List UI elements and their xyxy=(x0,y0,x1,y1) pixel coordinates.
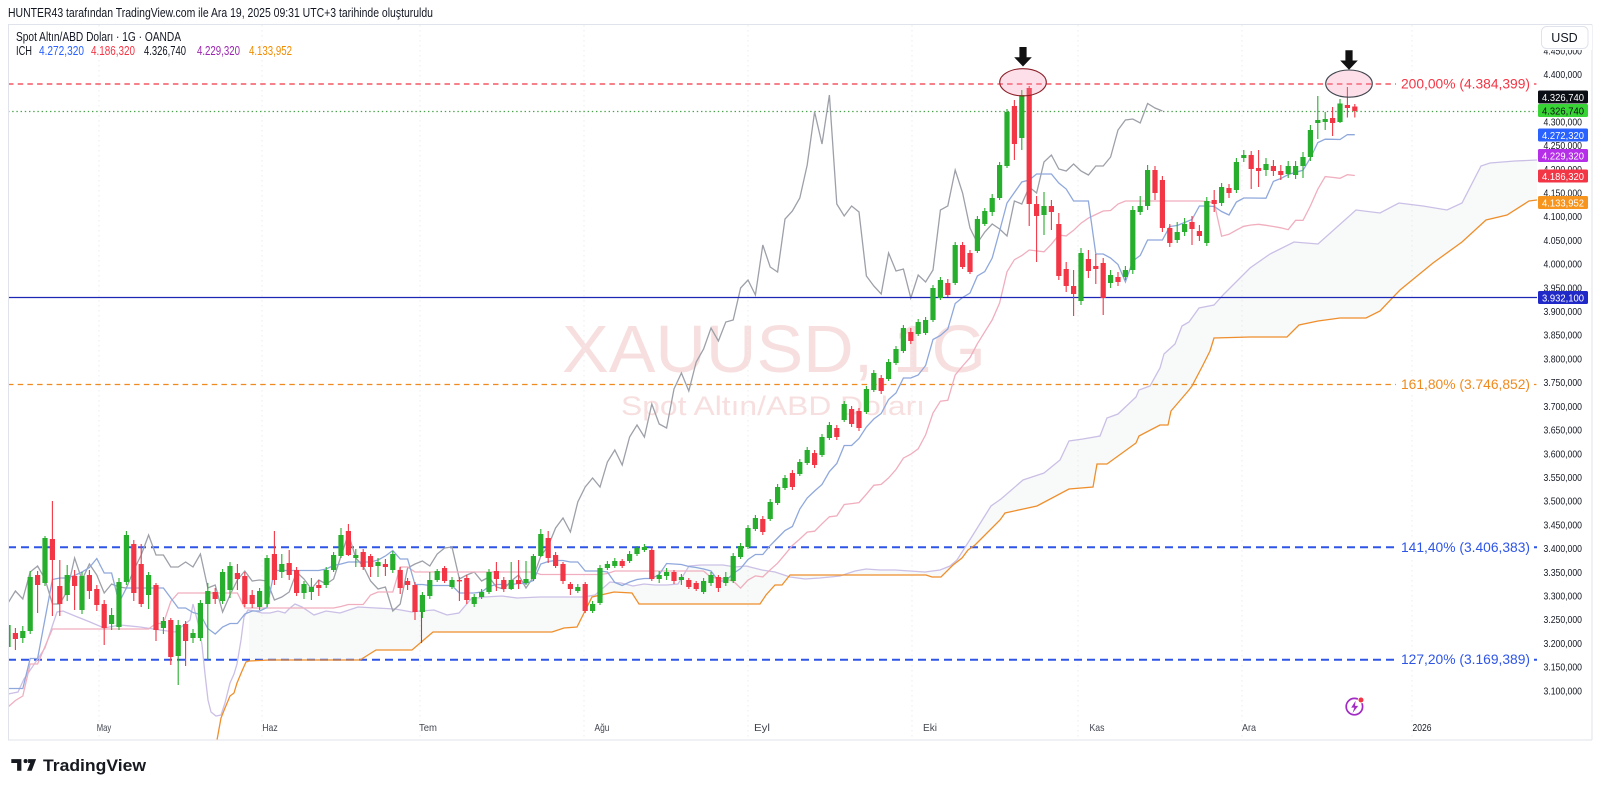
svg-text:HUNTER43 tarafından TradingVie: HUNTER43 tarafından TradingView.com ile … xyxy=(8,6,433,20)
svg-text:3.150,000: 3.150,000 xyxy=(1544,662,1583,674)
svg-text:3.900,000: 3.900,000 xyxy=(1544,306,1583,318)
svg-text:3.800,000: 3.800,000 xyxy=(1544,353,1583,365)
svg-text:4.272,320: 4.272,320 xyxy=(1542,130,1584,142)
svg-text:4.326,740: 4.326,740 xyxy=(1542,105,1584,117)
svg-text:4.133,952: 4.133,952 xyxy=(249,43,292,58)
svg-text:4.229,320: 4.229,320 xyxy=(197,43,240,58)
svg-text:3.850,000: 3.850,000 xyxy=(1544,330,1583,342)
svg-text:4.229,320: 4.229,320 xyxy=(1542,150,1584,162)
svg-text:141,40% (3.406,383): 141,40% (3.406,383) xyxy=(1401,540,1530,555)
svg-text:3.400,000: 3.400,000 xyxy=(1544,543,1583,555)
svg-text:Kas: Kas xyxy=(1090,722,1105,734)
svg-text:Eyl: Eyl xyxy=(754,722,770,734)
svg-text:4.000,000: 4.000,000 xyxy=(1544,259,1583,271)
svg-text:Eki: Eki xyxy=(923,722,937,734)
svg-text:161,80% (3.746,852): 161,80% (3.746,852) xyxy=(1401,377,1530,392)
svg-text:3.200,000: 3.200,000 xyxy=(1544,638,1583,650)
svg-text:4.186,320: 4.186,320 xyxy=(91,43,135,58)
svg-text:3.500,000: 3.500,000 xyxy=(1544,496,1583,508)
svg-text:Ağu: Ağu xyxy=(595,722,610,734)
svg-text:200,00% (4.384,399): 200,00% (4.384,399) xyxy=(1401,77,1530,92)
svg-text:4.326,740: 4.326,740 xyxy=(1542,92,1584,104)
svg-text:4.300,000: 4.300,000 xyxy=(1544,116,1583,128)
svg-text:2026: 2026 xyxy=(1413,722,1432,734)
svg-text:Ara: Ara xyxy=(1242,722,1256,734)
svg-text:May: May xyxy=(97,722,112,734)
svg-text:4.050,000: 4.050,000 xyxy=(1544,235,1583,247)
svg-text:3.932,100: 3.932,100 xyxy=(1542,292,1584,304)
svg-text:127,20% (3.169,389): 127,20% (3.169,389) xyxy=(1401,652,1530,667)
svg-text:XAUUSD, 1G: XAUUSD, 1G xyxy=(562,312,986,387)
svg-text:3.350,000: 3.350,000 xyxy=(1544,567,1583,579)
svg-text:3.650,000: 3.650,000 xyxy=(1544,425,1583,437)
svg-text:3.100,000: 3.100,000 xyxy=(1544,685,1583,697)
svg-text:3.250,000: 3.250,000 xyxy=(1544,614,1583,626)
svg-text:ICH: ICH xyxy=(16,43,32,58)
svg-text:TradingView: TradingView xyxy=(43,757,146,775)
svg-text:Spot Altın/ABD Doları · 1G · O: Spot Altın/ABD Doları · 1G · OANDA xyxy=(16,29,181,44)
svg-text:3.450,000: 3.450,000 xyxy=(1544,519,1583,531)
svg-text:Tem: Tem xyxy=(419,722,437,734)
svg-text:3.300,000: 3.300,000 xyxy=(1544,591,1583,603)
svg-text:4.133,952: 4.133,952 xyxy=(1542,197,1584,209)
svg-text:4.326,740: 4.326,740 xyxy=(144,43,186,58)
svg-text:4.272,320: 4.272,320 xyxy=(39,43,84,58)
svg-text:4.100,000: 4.100,000 xyxy=(1544,211,1583,223)
svg-text:3.700,000: 3.700,000 xyxy=(1544,401,1583,413)
svg-text:Haz: Haz xyxy=(262,722,278,734)
svg-text:4.186,320: 4.186,320 xyxy=(1542,171,1584,183)
svg-text:4.400,000: 4.400,000 xyxy=(1544,69,1583,81)
svg-text:3.550,000: 3.550,000 xyxy=(1544,472,1583,484)
svg-text:USD: USD xyxy=(1551,31,1577,45)
svg-text:3.750,000: 3.750,000 xyxy=(1544,377,1583,389)
svg-text:Spot Altın/ABD Doları: Spot Altın/ABD Doları xyxy=(621,391,925,421)
svg-text:3.600,000: 3.600,000 xyxy=(1544,448,1583,460)
